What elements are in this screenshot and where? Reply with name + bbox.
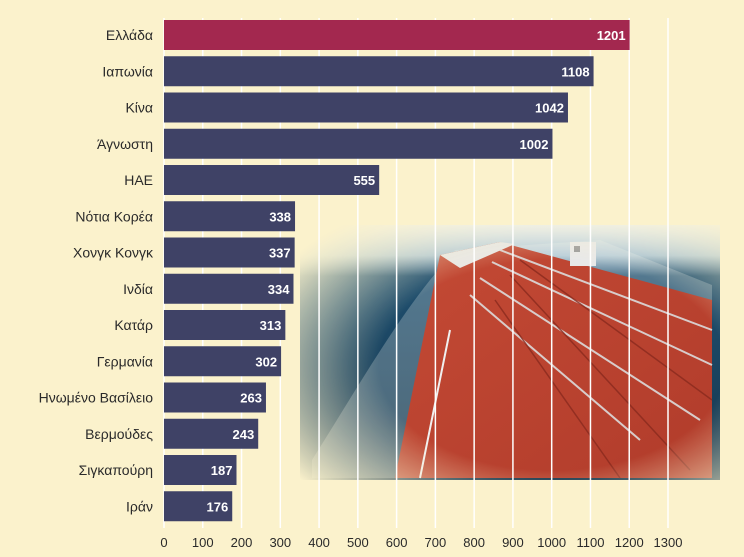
category-label: Γερμανία [97,353,153,369]
category-label: ΗΑΕ [124,172,153,188]
data-label: 263 [240,391,262,406]
category-label: Ιαπωνία [102,63,153,79]
category-label: Κίνα [125,100,153,116]
category-label: Σιγκαπούρη [79,462,153,478]
data-label: 313 [260,318,282,333]
category-label: Ελλάδα [106,27,153,43]
category-label: Ινδία [123,281,153,297]
bar [164,346,282,377]
tanker-photo [300,225,720,480]
data-label: 243 [233,427,255,442]
x-tick-label: 1000 [537,535,566,550]
bar [164,237,295,268]
x-tick-label: 300 [269,535,291,550]
x-tick-label: 200 [231,535,253,550]
bar [164,491,233,522]
x-tick-label: 600 [386,535,408,550]
data-label: 1108 [561,64,589,79]
category-label: Άγνωστη [97,136,153,152]
bars [164,20,630,522]
data-label: 302 [255,354,277,369]
value-labels: 1201 1108 1042 1002 555 338 337 334 313 302 263 243… [207,28,626,514]
bar [164,165,380,195]
x-tick-label: 0 [160,535,167,550]
bar [164,382,266,413]
data-label: 1201 [597,28,626,43]
data-label: 338 [269,209,291,224]
bar [164,310,286,340]
data-label: 334 [268,282,290,297]
x-tick-label: 1300 [654,535,683,550]
category-label: Ιράν [126,498,153,514]
x-tick-label: 500 [347,535,369,550]
x-tick-label: 1200 [615,535,644,550]
data-label: 337 [269,246,291,261]
bar [164,455,237,485]
data-label: 555 [353,173,375,188]
category-label: Ηνωμένο Βασίλειο [39,390,154,406]
bar [164,273,294,304]
data-label: 187 [211,463,233,478]
bar [164,201,296,232]
x-tick-label: 100 [192,535,214,550]
x-axis: 0 100 200 300 400 500 600 700 800 900 1000 1100 1200… [160,535,682,550]
x-tick-label: 800 [463,535,485,550]
category-label: Χονγκ Κονγκ [73,245,154,261]
x-tick-label: 1100 [576,535,604,550]
category-label: Νότια Κορέα [75,208,153,224]
category-label: Βερμούδες [85,426,153,442]
data-label: 176 [207,499,229,514]
bar [164,92,568,123]
bar [164,20,630,50]
x-tick-label: 400 [308,535,330,550]
category-labels: Ελλάδα Ιαπωνία Κίνα Άγνωστη ΗΑΕ Νότια Κορέα Χο… [39,27,154,514]
bar [164,418,259,449]
x-tick-label: 900 [502,535,524,550]
bar [164,128,553,159]
bar [164,56,594,87]
data-label: 1002 [520,137,549,152]
category-label: Κατάρ [114,317,153,333]
data-label: 1042 [535,101,564,116]
x-tick-label: 700 [425,535,447,550]
